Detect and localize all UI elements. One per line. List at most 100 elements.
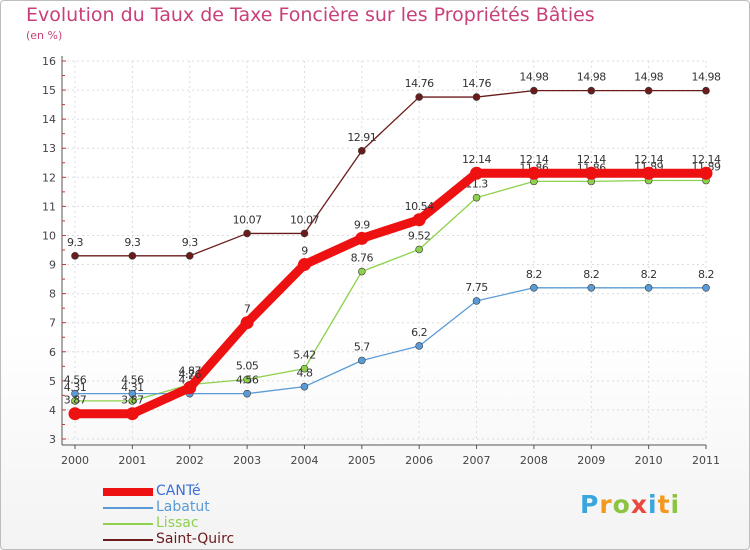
data-label: 10.07 xyxy=(290,213,319,226)
x-tick-label: 2003 xyxy=(233,454,261,467)
data-point xyxy=(702,283,710,292)
x-tick-label: 2010 xyxy=(635,454,663,467)
legend-swatch-cante xyxy=(103,488,153,496)
data-label: 4.31 xyxy=(121,381,144,394)
data-label: 9.3 xyxy=(124,236,140,249)
data-label: 12.14 xyxy=(692,153,721,166)
legend-label-saint-quirc: Saint-Quirc xyxy=(156,531,235,547)
data-point xyxy=(71,252,79,260)
data-label: 14.76 xyxy=(462,77,491,90)
data-label: 8.76 xyxy=(351,252,374,265)
data-label: 12.91 xyxy=(347,131,376,144)
y-tick-label: 3 xyxy=(49,433,56,446)
y-tick-label: 8 xyxy=(49,288,56,301)
data-label: 12.14 xyxy=(519,153,548,166)
data-label: 9.3 xyxy=(67,236,83,249)
data-label: 8.2 xyxy=(641,268,657,281)
logo-letter: o xyxy=(612,490,631,519)
data-point xyxy=(243,229,251,238)
data-label: 14.98 xyxy=(519,71,548,84)
x-tick-label: 2005 xyxy=(348,454,376,467)
series-line xyxy=(75,179,706,402)
x-tick-label: 2002 xyxy=(176,454,204,467)
data-point xyxy=(530,86,538,95)
data-label: 14.76 xyxy=(405,77,434,90)
logo-letter: i xyxy=(648,490,658,519)
chart-subtitle: (en %) xyxy=(26,29,63,42)
y-tick-label: 12 xyxy=(42,171,56,184)
data-point xyxy=(530,283,538,292)
y-tick-label: 6 xyxy=(49,346,56,359)
chart-title: Evolution du Taux de Taxe Foncière sur l… xyxy=(26,4,595,26)
data-label: 4.31 xyxy=(64,381,87,394)
x-tick-label: 2009 xyxy=(577,454,605,467)
data-label: 12.14 xyxy=(577,153,606,166)
data-label: 4.8 xyxy=(296,367,312,380)
data-label: 14.98 xyxy=(634,71,663,84)
logo-letter: r xyxy=(599,490,613,519)
proxiti-logo[interactable]: Proxiti xyxy=(580,490,680,519)
data-point xyxy=(297,258,311,272)
logo-letter: x xyxy=(630,490,648,519)
data-label: 4.56 xyxy=(64,374,87,387)
data-point xyxy=(355,231,369,245)
legend-label-labatut: Labatut xyxy=(156,499,210,515)
data-label: 9 xyxy=(301,245,308,258)
y-tick-label: 11 xyxy=(42,200,56,213)
x-tick-label: 2011 xyxy=(692,454,720,467)
data-label: 3.87 xyxy=(121,394,144,407)
y-tick-label: 9 xyxy=(49,259,56,272)
data-point xyxy=(587,283,596,292)
y-tick-label: 16 xyxy=(42,55,56,68)
data-point xyxy=(472,193,481,202)
logo-letter: P xyxy=(580,490,600,519)
data-point xyxy=(358,356,366,365)
legend-swatch-saint-quirc xyxy=(103,539,153,541)
data-point xyxy=(527,166,541,180)
data-point xyxy=(415,245,423,254)
data-label: 9.3 xyxy=(182,236,198,249)
data-point xyxy=(300,229,309,238)
data-label: 8.2 xyxy=(526,268,542,281)
data-point xyxy=(699,166,713,180)
data-point xyxy=(472,93,481,101)
legend-label-cante: CANTé xyxy=(156,483,201,499)
data-point xyxy=(300,364,309,373)
legend-swatch-lissac xyxy=(103,523,153,525)
data-label: 14.98 xyxy=(692,71,721,84)
data-point xyxy=(358,147,366,155)
legend-label-lissac: Lissac xyxy=(156,515,199,531)
y-tick-label: 10 xyxy=(42,229,56,242)
data-point xyxy=(644,283,653,292)
data-point xyxy=(185,252,194,260)
data-point xyxy=(587,86,596,95)
data-point xyxy=(125,407,139,421)
data-point xyxy=(358,267,366,276)
data-point xyxy=(183,381,197,395)
data-label: 8.2 xyxy=(583,268,599,281)
x-tick-label: 2000 xyxy=(61,454,89,467)
data-point xyxy=(584,166,598,180)
legend-swatch-labatut xyxy=(103,507,153,509)
data-point xyxy=(470,166,484,180)
data-label: 5.7 xyxy=(354,340,370,353)
data-point xyxy=(68,407,82,421)
data-label: 6.2 xyxy=(411,326,427,339)
series-line xyxy=(75,287,706,395)
data-point xyxy=(642,166,656,180)
x-tick-label: 2004 xyxy=(290,454,318,467)
x-tick-label: 2001 xyxy=(118,454,146,467)
data-label: 4.76 xyxy=(178,368,201,381)
data-label: 10.54 xyxy=(405,200,434,213)
data-point xyxy=(128,389,137,398)
data-point xyxy=(243,389,251,398)
data-point xyxy=(243,375,251,384)
data-label: 14.98 xyxy=(577,71,606,84)
series-line xyxy=(75,90,706,257)
data-point xyxy=(300,382,309,391)
data-point xyxy=(412,213,426,227)
data-label: 9.52 xyxy=(408,229,431,242)
data-label: 3.87 xyxy=(64,394,87,407)
